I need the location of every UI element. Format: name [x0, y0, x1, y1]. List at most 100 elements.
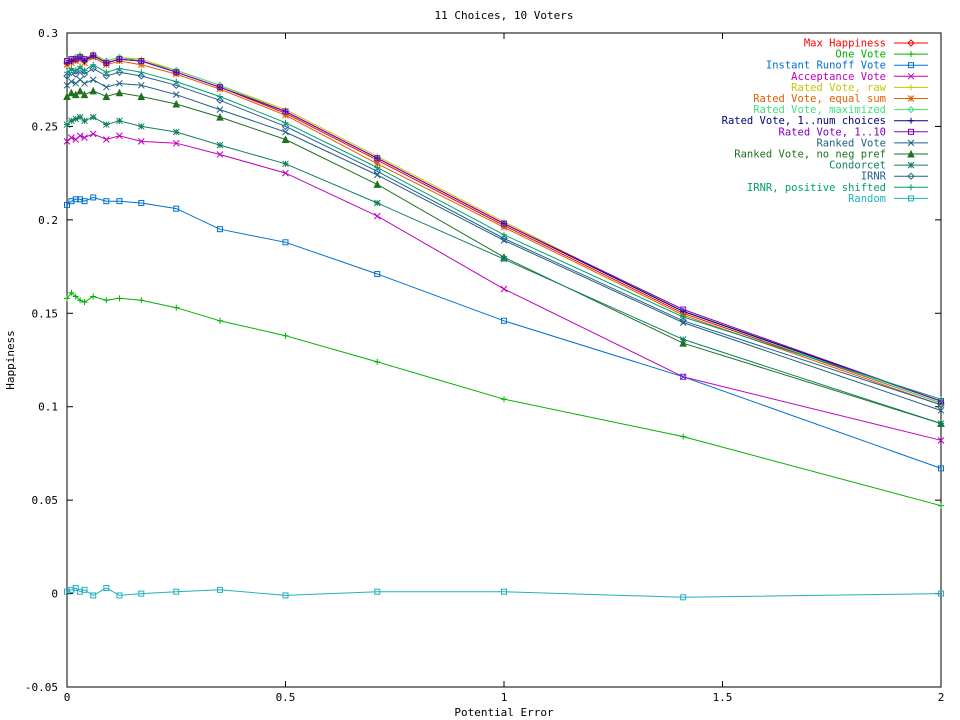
- data-point: [282, 119, 289, 126]
- data-point: [938, 590, 944, 597]
- data-point: [81, 117, 88, 125]
- data-point: [138, 200, 145, 207]
- data-point: [501, 588, 507, 595]
- data-point: [80, 90, 89, 99]
- data-point: [64, 58, 70, 65]
- y-tick-label: 0.25: [32, 120, 59, 133]
- y-tick-label: 0: [51, 588, 58, 601]
- data-point: [172, 91, 180, 99]
- data-point: [216, 141, 224, 149]
- data-point: [103, 198, 110, 205]
- data-point: [908, 184, 914, 191]
- data-point: [90, 52, 97, 59]
- data-point: [173, 69, 180, 76]
- data-point: [282, 108, 289, 115]
- data-point: [102, 83, 110, 91]
- data-point: [81, 134, 88, 141]
- legend-label: Condorcet: [829, 160, 886, 172]
- series-line: [66, 64, 942, 400]
- data-point: [102, 121, 110, 128]
- data-point: [501, 396, 507, 403]
- data-point: [77, 63, 84, 70]
- series-layer: [63, 50, 945, 601]
- legend-label: Rated Vote, 1..10: [779, 126, 886, 138]
- y-tick-label: 0.05: [32, 494, 59, 507]
- data-point: [282, 592, 289, 599]
- legend-label: Rated Vote, 1..num choices: [722, 115, 886, 127]
- data-point: [907, 105, 915, 114]
- data-point: [908, 128, 914, 135]
- data-point: [908, 51, 914, 58]
- y-axis-label: Happiness: [4, 330, 17, 390]
- data-point: [72, 293, 79, 300]
- data-point: [501, 317, 507, 324]
- data-point: [102, 92, 111, 101]
- data-point: [373, 180, 382, 188]
- data-point: [103, 69, 110, 76]
- data-point: [64, 201, 70, 208]
- data-point: [282, 332, 289, 339]
- data-point: [501, 231, 507, 238]
- data-point: [67, 88, 76, 97]
- legend-entry: Ranked Vote, no neg pref: [734, 149, 928, 161]
- data-point: [908, 117, 914, 124]
- legend-entry: Condorcet: [829, 160, 928, 172]
- data-point: [938, 396, 944, 403]
- x-tick-label: 0: [64, 691, 71, 704]
- data-point: [90, 61, 97, 68]
- data-point: [72, 67, 79, 74]
- data-point: [500, 255, 508, 263]
- legend-entry: Rated Vote, 1..10: [779, 126, 928, 138]
- legend-label: Rated Vote, maximized: [753, 104, 886, 116]
- data-point: [908, 84, 914, 91]
- series-3: [64, 194, 944, 472]
- data-point: [102, 136, 110, 143]
- data-point: [172, 128, 180, 136]
- data-point: [908, 195, 914, 202]
- data-point: [68, 78, 75, 85]
- data-point: [115, 68, 124, 76]
- data-point: [679, 319, 687, 326]
- data-point: [76, 66, 84, 75]
- data-point: [937, 401, 945, 409]
- y-tick-label: -0.05: [25, 681, 58, 694]
- data-point: [937, 436, 945, 444]
- data-point: [282, 128, 289, 136]
- data-point: [907, 39, 915, 47]
- data-point: [77, 588, 84, 595]
- legend-entry: Rated Vote, raw: [791, 82, 928, 94]
- data-point: [172, 81, 180, 90]
- axis-ticks: -0.05 0 0.05 0.1 0.15 0.2 0.25 0.3 0 0.5 1 1.5 2: [25, 27, 944, 704]
- data-point: [64, 69, 70, 76]
- data-point: [116, 132, 123, 140]
- legend-entry: Max Happiness: [804, 38, 928, 50]
- x-tick-label: 1.5: [713, 691, 733, 704]
- data-point: [172, 99, 181, 108]
- legend-label: Rated Vote, raw: [791, 82, 887, 94]
- data-point: [77, 196, 84, 203]
- data-point: [68, 289, 75, 296]
- data-point: [216, 96, 224, 104]
- legend-label: One Vote: [835, 49, 886, 61]
- data-point: [282, 239, 289, 246]
- data-point: [680, 314, 687, 321]
- legend-label: Acceptance Vote: [791, 71, 886, 83]
- data-point: [500, 234, 508, 243]
- legend-entry: Ranked Vote: [816, 137, 928, 149]
- data-point: [68, 65, 75, 72]
- data-point: [76, 86, 84, 95]
- data-point: [937, 407, 945, 414]
- data-point: [907, 95, 915, 102]
- data-point: [81, 56, 88, 63]
- data-point: [173, 588, 180, 595]
- data-point: [81, 198, 88, 205]
- data-point: [138, 69, 145, 76]
- data-point: [76, 132, 84, 140]
- data-point: [216, 226, 223, 233]
- series-4: [63, 130, 945, 444]
- data-point: [500, 285, 508, 293]
- data-point: [137, 72, 145, 80]
- data-point: [907, 139, 915, 147]
- data-point: [138, 590, 145, 597]
